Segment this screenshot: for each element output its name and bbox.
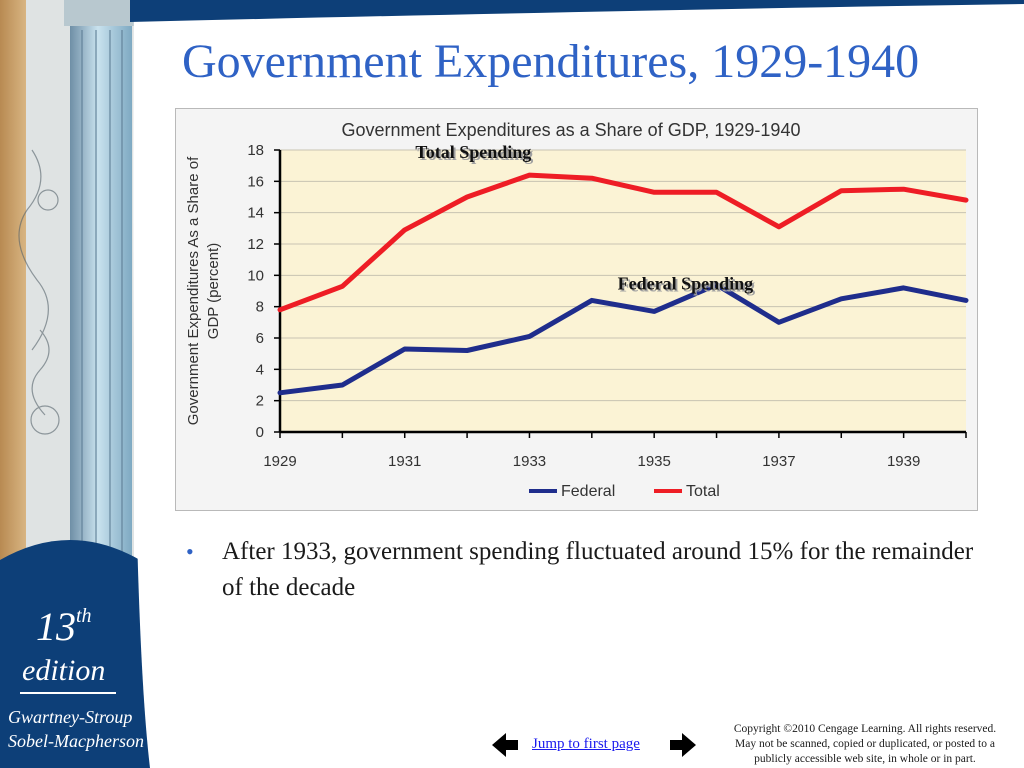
bullet-text: After 1933, government spending fluctuat… (222, 538, 974, 601)
author-line-2: Sobel-Macpherson (8, 731, 144, 751)
y-tick-label: 14 (247, 205, 264, 222)
y-axis-ticks: 0 2 4 6 8 10 12 14 16 18 (247, 142, 280, 441)
jump-to-first-page-link[interactable]: Jump to first page (532, 736, 640, 752)
y-tick-label: 12 (247, 236, 264, 253)
y-tick-label: 18 (247, 142, 264, 159)
y-tick-label: 0 (256, 424, 264, 441)
copyright-line: Copyright ©2010 Cengage Learning. All ri… (733, 723, 997, 735)
x-tick-label: 1939 (887, 453, 920, 470)
plot-background (280, 150, 966, 432)
y-tick-label: 2 (256, 393, 264, 410)
x-tick-label: 1933 (513, 453, 546, 470)
series-line-federal (277, 282, 969, 396)
copyright-notice: Copyright ©2010 Cengage Learning. All ri… (712, 722, 1018, 767)
edition-suffix: th (76, 605, 92, 627)
y-tick-label: 10 (247, 267, 264, 284)
annotation-federal-spending: Federal Spending (618, 273, 754, 293)
y-tick-label: 4 (256, 361, 264, 378)
left-arrow-icon[interactable] (490, 730, 520, 760)
chart-frame: Government Expenditures as a Share of GD… (175, 108, 978, 511)
legend-label-total: Total (686, 483, 720, 500)
legend: Federal Total (529, 483, 720, 500)
edition-number: 13th (36, 604, 92, 649)
x-tick-label: 1937 (762, 453, 795, 470)
x-axis-ticks: 1929 1931 1933 1935 1937 1939 (263, 432, 967, 470)
edition-label: edition (22, 654, 106, 687)
sidebar-decoration (0, 0, 180, 768)
x-tick-label: 1929 (263, 453, 296, 470)
x-tick-label: 1931 (388, 453, 421, 470)
annotation-shadow: Federal Spending (620, 275, 756, 295)
gridlines (280, 149, 966, 402)
legend-label-federal: Federal (561, 483, 615, 500)
bullet-icon: • (186, 539, 194, 564)
bullet-point: • After 1933, government spending fluctu… (186, 534, 996, 606)
y-axis-title-line-2: GDP (percent) (205, 243, 222, 339)
line-chart: Government Expenditures as a Share of GD… (185, 120, 969, 500)
series-lines (277, 172, 969, 396)
y-tick-label: 16 (247, 173, 264, 190)
chart-title: Government Expenditures as a Share of GD… (342, 120, 801, 140)
x-tick-label: 1935 (637, 453, 670, 470)
page-title: Government Expenditures, 1929-1940 (182, 35, 920, 88)
copyright-line: May not be scanned, copied or duplicated… (735, 738, 995, 750)
edition-divider (20, 692, 116, 694)
y-tick-label: 6 (256, 330, 264, 347)
axes (278, 150, 966, 434)
right-arrow-icon[interactable] (668, 730, 698, 760)
y-axis-title-line-1: Government Expenditures As a Share of (185, 156, 202, 425)
annotation-total-spending: Total Spending (415, 142, 531, 162)
copyright-line: publicly accessible web site, in whole o… (754, 753, 976, 765)
annotation-shadow: Total Spending (417, 144, 533, 164)
header-band (130, 0, 1024, 22)
author-line-1: Gwartney-Stroup (8, 707, 133, 727)
series-line-total (277, 172, 969, 313)
y-tick-label: 8 (256, 299, 264, 316)
